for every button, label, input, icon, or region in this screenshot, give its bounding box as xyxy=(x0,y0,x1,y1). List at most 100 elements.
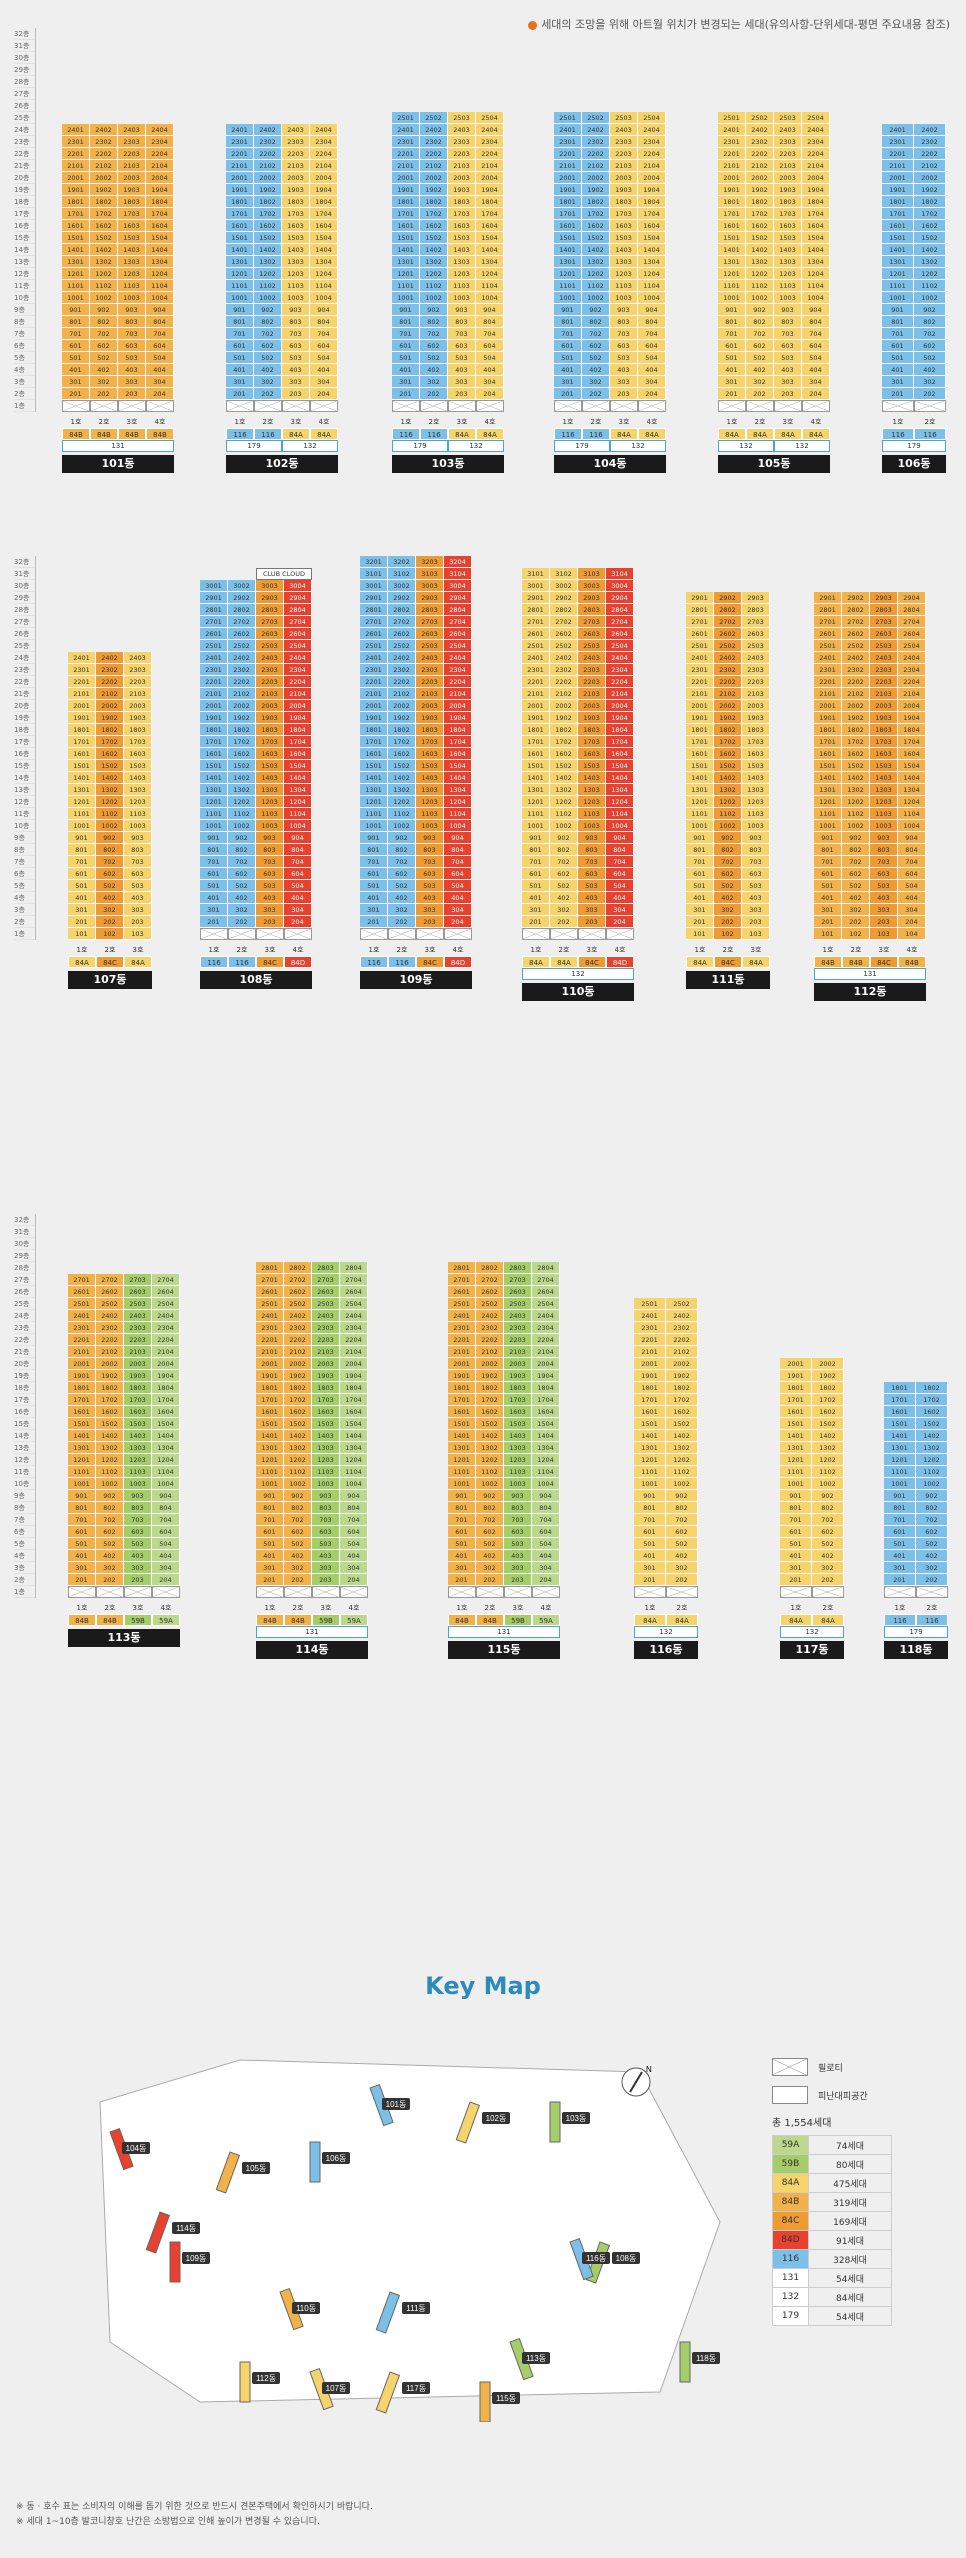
unit-cell: 2004 xyxy=(606,700,634,712)
unit-cell: 1003 xyxy=(448,292,476,304)
unit-cell: 704 xyxy=(152,1514,180,1526)
unit-cell: 1502 xyxy=(388,760,416,772)
ho-label: 1호 xyxy=(694,946,706,954)
unit-cell: 1902 xyxy=(550,712,578,724)
unit-cell: 702 xyxy=(914,328,946,340)
unit-cell: 1102 xyxy=(96,808,124,820)
unit-cell: 2303 xyxy=(870,664,898,676)
unit-cell: 701 xyxy=(884,1514,916,1526)
unit-cell: 1104 xyxy=(152,1466,180,1478)
building-name: 111동 xyxy=(686,971,770,989)
unit-cell: 204 xyxy=(532,1574,560,1586)
unit-cell: 1301 xyxy=(68,784,96,796)
unit-cell: 2503 xyxy=(578,640,606,652)
unit-cell: 1504 xyxy=(310,232,338,244)
unit-cell: 701 xyxy=(718,328,746,340)
unit-cell: 1203 xyxy=(448,268,476,280)
unit-cell: 1901 xyxy=(882,184,914,196)
unit-cell: 2201 xyxy=(200,676,228,688)
type-label: 84A xyxy=(68,956,96,968)
unit-cell: 1004 xyxy=(898,820,926,832)
unit-cell: 303 xyxy=(416,904,444,916)
unit-cell: 501 xyxy=(392,352,420,364)
unit-cell: 2101 xyxy=(226,160,254,172)
unit-cell: 1004 xyxy=(532,1478,560,1490)
building-111동: 2901 2801 2701 2601 2501 2401 2301 2201 2101 2001… xyxy=(686,592,770,989)
unit-cell: 702 xyxy=(842,856,870,868)
pilotis-cell xyxy=(392,400,420,412)
unit-cell: 1204 xyxy=(532,1454,560,1466)
unit-cell: 2004 xyxy=(802,172,830,184)
unit-cell: 1103 xyxy=(416,808,444,820)
ho-label: 1호 xyxy=(562,418,574,426)
unit-cell: 2201 xyxy=(686,676,714,688)
unit-cell: 1701 xyxy=(814,736,842,748)
unit-cell: 2103 xyxy=(124,688,152,700)
unit-cell: 2002 xyxy=(284,1358,312,1370)
unit-cell: 903 xyxy=(774,304,802,316)
unit-cell: 302 xyxy=(284,1562,312,1574)
unit-cell: 1103 xyxy=(774,280,802,292)
unit-cell: 904 xyxy=(898,832,926,844)
unit-cell: 2504 xyxy=(606,640,634,652)
unit-cell: 201 xyxy=(392,388,420,400)
unit-cell: 2703 xyxy=(124,1274,152,1286)
type-label: 84A xyxy=(802,428,830,440)
unit-cell: 204 xyxy=(606,916,634,928)
large-type-label: 179 xyxy=(392,440,448,452)
unit-cell: 1702 xyxy=(550,736,578,748)
unit-cell: 2702 xyxy=(388,616,416,628)
unit-cell: 702 xyxy=(228,856,256,868)
unit-cell: 903 xyxy=(124,1490,152,1502)
pilotis-cell xyxy=(916,1586,948,1598)
unit-cell: 2301 xyxy=(554,136,582,148)
unit-cell: 901 xyxy=(780,1490,812,1502)
ho-label: 2호 xyxy=(590,418,602,426)
svg-text:114동: 114동 xyxy=(176,2224,196,2233)
unit-cell: 804 xyxy=(802,316,830,328)
unit-cell: 502 xyxy=(96,1538,124,1550)
unit-cell: 602 xyxy=(388,868,416,880)
unit-cell: 3001 xyxy=(200,580,228,592)
unit-cell: 2302 xyxy=(96,1322,124,1334)
unit-cell: 2204 xyxy=(284,676,312,688)
ho-label: 1호 xyxy=(264,1604,276,1612)
unit-cell: 2204 xyxy=(310,148,338,160)
unit-cell: 1501 xyxy=(686,760,714,772)
unit-cell: 303 xyxy=(578,904,606,916)
unit-cell: 502 xyxy=(90,352,118,364)
unit-cell: 403 xyxy=(124,892,152,904)
unit-cell: 604 xyxy=(638,340,666,352)
ho-label: 4호 xyxy=(154,418,166,426)
unit-cell: 904 xyxy=(310,304,338,316)
unit-cell: 602 xyxy=(228,868,256,880)
building-108동: CLUB CLOUD 3001 2901 2801 2701 2601 2501 2401 23… xyxy=(200,568,312,989)
unit-cell: 2501 xyxy=(200,640,228,652)
unit-cell: 2303 xyxy=(416,664,444,676)
unit-cell: 801 xyxy=(68,844,96,856)
unit-cell: 203 xyxy=(870,916,898,928)
unit-cell: 303 xyxy=(610,376,638,388)
unit-cell: 301 xyxy=(68,1562,96,1574)
unit-cell: 2402 xyxy=(228,652,256,664)
unit-cell: 502 xyxy=(812,1538,844,1550)
unit-cell: 403 xyxy=(282,364,310,376)
unit-cell: 403 xyxy=(416,892,444,904)
unit-cell: 1004 xyxy=(802,292,830,304)
unit-cell: 202 xyxy=(228,916,256,928)
unit-cell: 2104 xyxy=(476,160,504,172)
unit-cell: 1501 xyxy=(256,1418,284,1430)
unit-cell: 1301 xyxy=(256,1442,284,1454)
unit-cell: 203 xyxy=(124,1574,152,1586)
unit-cell: 1101 xyxy=(256,1466,284,1478)
unit-cell: 1702 xyxy=(746,208,774,220)
unit-cell: 2803 xyxy=(578,604,606,616)
ho-label: 2호 xyxy=(822,1604,834,1612)
unit-cell: 1402 xyxy=(714,772,742,784)
ho-label: 2호 xyxy=(850,946,862,954)
unit-cell: 2103 xyxy=(448,160,476,172)
unit-cell: 1201 xyxy=(882,268,914,280)
ho-label: 4호 xyxy=(906,946,918,954)
unit-cell: 502 xyxy=(228,880,256,892)
unit-cell: 903 xyxy=(256,832,284,844)
